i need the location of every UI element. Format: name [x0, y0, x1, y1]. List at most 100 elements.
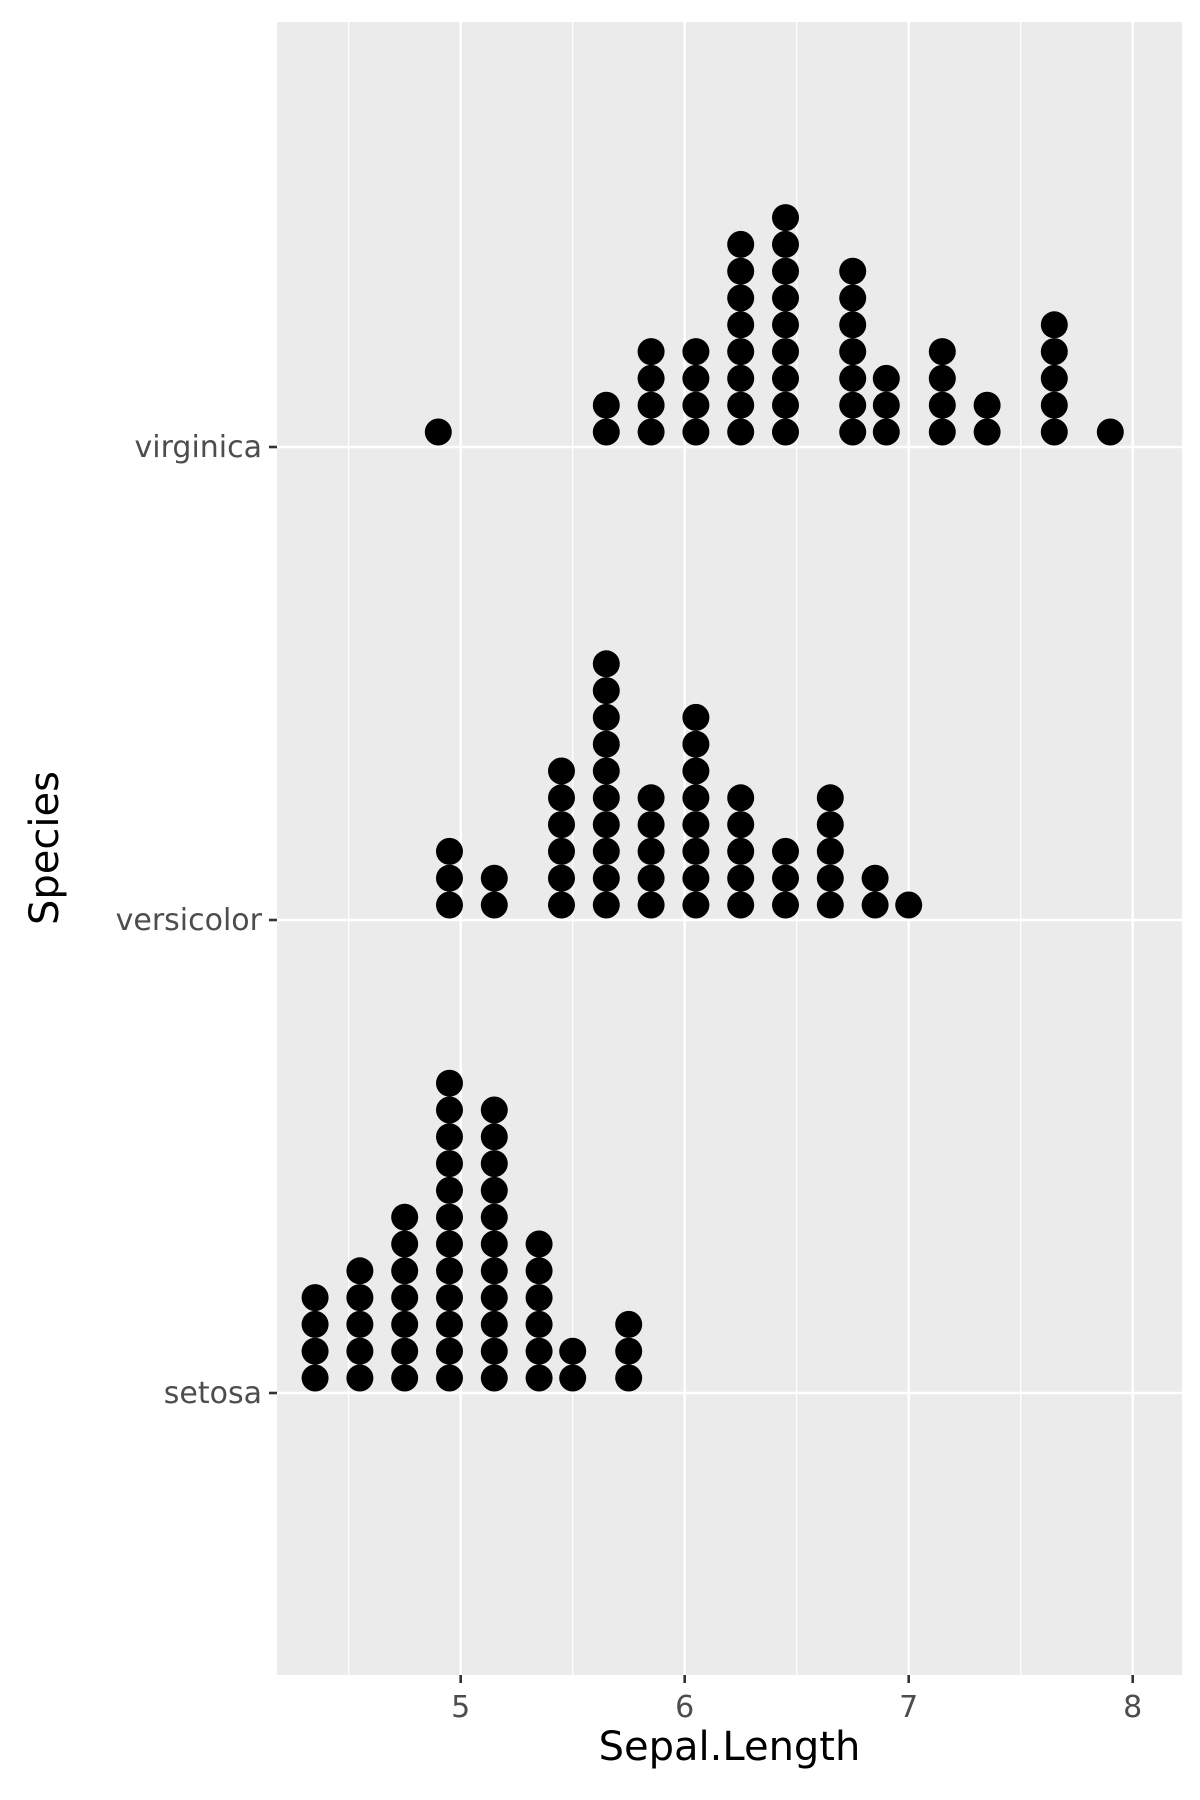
dot-versicolor	[592, 864, 620, 892]
dot-setosa	[346, 1257, 374, 1285]
dot-setosa	[435, 1096, 463, 1124]
x-axis-title: Sepal.Length	[599, 1724, 861, 1770]
dot-virginica	[928, 391, 956, 419]
dot-virginica	[839, 284, 867, 312]
dot-setosa	[391, 1203, 419, 1231]
dot-versicolor	[547, 784, 575, 812]
dot-versicolor	[480, 891, 508, 919]
dot-versicolor	[682, 784, 710, 812]
dot-setosa	[346, 1310, 374, 1338]
dot-virginica	[1096, 418, 1124, 446]
dot-setosa	[480, 1337, 508, 1365]
dot-virginica	[772, 311, 800, 339]
dot-setosa	[301, 1337, 329, 1365]
dot-setosa	[346, 1364, 374, 1392]
dot-setosa	[391, 1364, 419, 1392]
dot-setosa	[480, 1203, 508, 1231]
dot-setosa	[480, 1364, 508, 1392]
dot-setosa	[435, 1284, 463, 1312]
dot-virginica	[973, 391, 1001, 419]
dot-setosa	[391, 1257, 419, 1285]
dot-versicolor	[816, 891, 844, 919]
dot-setosa	[525, 1284, 553, 1312]
dot-setosa	[435, 1150, 463, 1178]
dot-virginica	[424, 418, 452, 446]
dot-virginica	[839, 418, 867, 446]
dot-setosa	[480, 1123, 508, 1151]
dot-versicolor	[727, 784, 755, 812]
dot-virginica	[1040, 311, 1068, 339]
dot-setosa	[435, 1230, 463, 1258]
dot-versicolor	[435, 837, 463, 865]
dot-virginica	[872, 391, 900, 419]
dot-setosa	[480, 1096, 508, 1124]
dot-virginica	[592, 391, 620, 419]
dot-versicolor	[861, 891, 889, 919]
x-tick-label: 5	[451, 1690, 470, 1725]
dot-setosa	[615, 1310, 643, 1338]
dot-versicolor	[592, 730, 620, 758]
y-tick-label: versicolor	[116, 903, 263, 938]
dot-versicolor	[861, 864, 889, 892]
dot-versicolor	[816, 837, 844, 865]
dot-versicolor	[727, 864, 755, 892]
dot-setosa	[480, 1284, 508, 1312]
dot-setosa	[435, 1310, 463, 1338]
dot-versicolor	[682, 891, 710, 919]
dot-virginica	[1040, 418, 1068, 446]
dot-versicolor	[682, 837, 710, 865]
dot-setosa	[435, 1364, 463, 1392]
x-tick-label: 7	[899, 1690, 918, 1725]
dot-versicolor	[727, 811, 755, 839]
dot-versicolor	[637, 837, 665, 865]
dot-virginica	[727, 418, 755, 446]
dot-virginica	[973, 418, 1001, 446]
dot-virginica	[772, 391, 800, 419]
dot-virginica	[839, 257, 867, 285]
dot-setosa	[301, 1364, 329, 1392]
dot-virginica	[772, 418, 800, 446]
dot-virginica	[727, 230, 755, 258]
dot-setosa	[525, 1337, 553, 1365]
dot-virginica	[839, 391, 867, 419]
dot-virginica	[727, 311, 755, 339]
dot-virginica	[637, 338, 665, 366]
dot-setosa	[435, 1176, 463, 1204]
dot-virginica	[772, 364, 800, 392]
dot-versicolor	[480, 864, 508, 892]
dot-versicolor	[592, 891, 620, 919]
dot-versicolor	[895, 891, 923, 919]
dot-versicolor	[637, 864, 665, 892]
x-tick-label: 8	[1123, 1690, 1142, 1725]
dot-versicolor	[816, 784, 844, 812]
dot-virginica	[727, 338, 755, 366]
dot-virginica	[772, 204, 800, 232]
dot-virginica	[637, 418, 665, 446]
dot-virginica	[872, 364, 900, 392]
dot-setosa	[480, 1257, 508, 1285]
dot-versicolor	[592, 677, 620, 705]
dot-setosa	[525, 1257, 553, 1285]
dot-virginica	[772, 230, 800, 258]
dot-versicolor	[727, 891, 755, 919]
dot-versicolor	[547, 891, 575, 919]
dot-versicolor	[592, 757, 620, 785]
dot-virginica	[682, 364, 710, 392]
dot-versicolor	[682, 730, 710, 758]
dot-setosa	[525, 1230, 553, 1258]
dot-setosa	[301, 1284, 329, 1312]
dot-setosa	[346, 1337, 374, 1365]
dot-setosa	[615, 1364, 643, 1392]
dot-setosa	[525, 1310, 553, 1338]
dot-virginica	[839, 311, 867, 339]
dot-virginica	[928, 338, 956, 366]
dot-versicolor	[682, 757, 710, 785]
dot-virginica	[928, 364, 956, 392]
dot-virginica	[872, 418, 900, 446]
x-tick-label: 6	[675, 1690, 694, 1725]
dot-versicolor	[772, 864, 800, 892]
dot-versicolor	[727, 837, 755, 865]
dot-versicolor	[592, 703, 620, 731]
dot-virginica	[1040, 391, 1068, 419]
